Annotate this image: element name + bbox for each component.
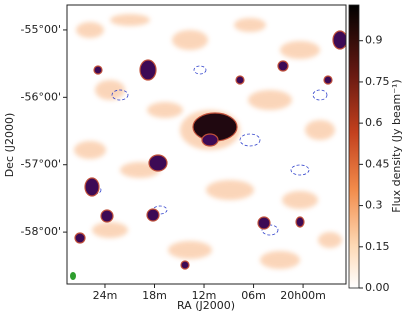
y-tick-label: -56°00' (21, 90, 62, 103)
colorbar-tick-label: 0.00 (365, 281, 390, 294)
sky-image (67, 5, 346, 284)
colorbar-tick-label: 0.15 (365, 240, 390, 253)
y-tick-label: -58°00' (21, 225, 62, 238)
sources (74, 30, 346, 270)
colorbar (348, 4, 360, 289)
x-tick-label: 06m (241, 289, 266, 302)
y-axis-label: Dec (J2000) (3, 113, 16, 178)
colorbar-tick-label: 0.6 (365, 116, 383, 129)
x-tick-label: 18m (142, 289, 167, 302)
x-tick-label: 24m (93, 289, 118, 302)
colorbar-tick-label: 0.3 (365, 199, 383, 212)
y-tick-label: -55°00' (21, 23, 62, 36)
y-tick-label: -57°00' (21, 158, 62, 171)
plot-frame (66, 4, 347, 285)
x-tick-label: 12m (192, 289, 217, 302)
colorbar-tick-label: 0.75 (365, 75, 390, 88)
colorbar-tick-label: 0.45 (365, 157, 390, 170)
colorbar-label: Flux density (Jy beam⁻¹) (390, 79, 403, 212)
x-axis-label: RA (J2000) (177, 299, 235, 312)
x-tick-label: 20h00m (280, 289, 326, 302)
colorbar-tick-label: 0.9 (365, 34, 383, 47)
beam (70, 272, 76, 280)
faint-emission (74, 14, 342, 269)
